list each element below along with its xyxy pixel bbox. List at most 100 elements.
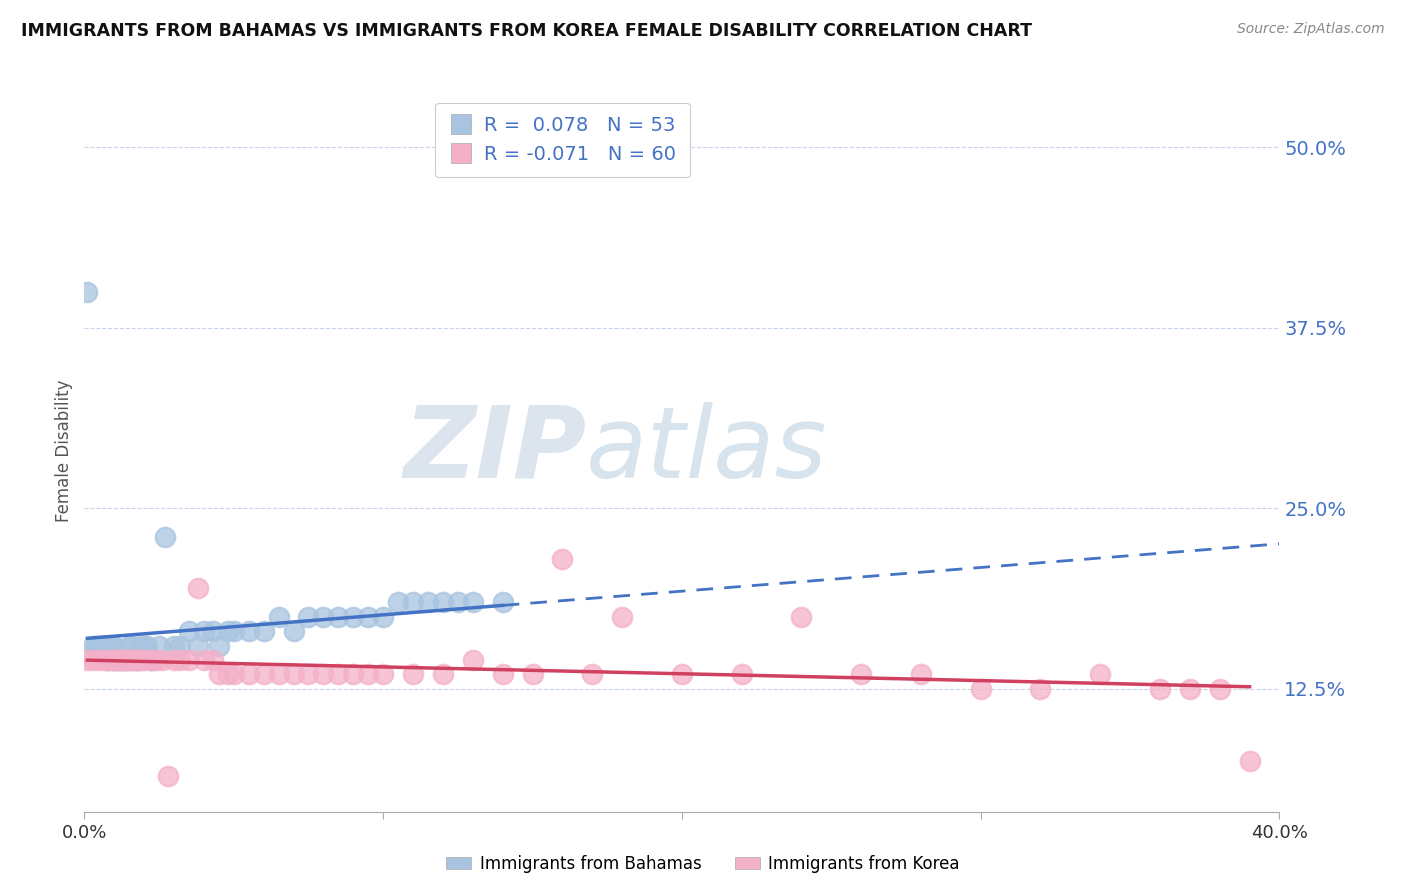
Point [115, 653, 138, 667]
Text: IMMIGRANTS FROM BAHAMAS VS IMMIGRANTS FROM KOREA FEMALE DISABILITY CORRELATION C: IMMIGRANTS FROM BAHAMAS VS IMMIGRANTS FR… [21, 22, 1032, 40]
Point [118, 653, 141, 667]
Point [1029, 681, 1052, 696]
Point [373, 609, 395, 624]
Point [267, 667, 290, 681]
Point [86, 639, 108, 653]
Point [238, 667, 260, 681]
Point [432, 595, 454, 609]
Point [193, 653, 215, 667]
Point [94, 653, 117, 667]
Point [312, 667, 335, 681]
Point [118, 653, 141, 667]
Point [790, 609, 813, 624]
Point [97, 653, 120, 667]
Point [342, 667, 364, 681]
Point [193, 624, 215, 639]
Point [357, 609, 380, 624]
Point [136, 639, 159, 653]
Point [671, 667, 693, 681]
Point [461, 653, 484, 667]
Point [201, 624, 224, 639]
Point [328, 667, 350, 681]
Point [373, 667, 395, 681]
Point [76, 653, 98, 667]
Point [187, 581, 209, 595]
Point [145, 653, 167, 667]
Point [297, 667, 319, 681]
Point [82, 639, 104, 653]
Point [127, 653, 149, 667]
Point [169, 639, 191, 653]
Point [581, 667, 603, 681]
Point [1209, 681, 1232, 696]
Point [222, 624, 245, 639]
Point [312, 609, 335, 624]
Point [100, 653, 122, 667]
Point [851, 667, 873, 681]
Point [103, 639, 125, 653]
Point [97, 639, 120, 653]
Point [118, 639, 141, 653]
Point [121, 653, 143, 667]
Point [132, 653, 156, 667]
Point [1149, 681, 1171, 696]
Point [970, 681, 993, 696]
Point [121, 639, 143, 653]
Point [1239, 754, 1261, 768]
Point [522, 667, 544, 681]
Point [387, 595, 409, 609]
Point [94, 639, 117, 653]
Point [402, 595, 425, 609]
Point [328, 609, 350, 624]
Point [129, 653, 152, 667]
Point [177, 653, 200, 667]
Point [208, 639, 231, 653]
Point [157, 769, 180, 783]
Point [208, 667, 231, 681]
Point [124, 653, 146, 667]
Point [163, 653, 186, 667]
Point [110, 653, 132, 667]
Point [357, 667, 380, 681]
Point [253, 624, 276, 639]
Point [731, 667, 754, 681]
Point [402, 667, 425, 681]
Point [129, 639, 152, 653]
Point [112, 653, 135, 667]
Point [551, 551, 574, 566]
Point [163, 639, 186, 653]
Legend: Immigrants from Bahamas, Immigrants from Korea: Immigrants from Bahamas, Immigrants from… [440, 848, 966, 880]
Point [132, 639, 156, 653]
Point [105, 653, 128, 667]
Point [169, 653, 191, 667]
Point [910, 667, 932, 681]
Point [447, 595, 470, 609]
Point [89, 639, 111, 653]
Point [267, 609, 290, 624]
Point [238, 624, 260, 639]
Point [76, 285, 98, 299]
Point [432, 667, 454, 681]
Point [461, 595, 484, 609]
Point [492, 595, 515, 609]
Point [342, 609, 364, 624]
Point [253, 667, 276, 681]
Point [217, 624, 239, 639]
Point [91, 639, 114, 653]
Point [187, 639, 209, 653]
Point [153, 530, 176, 544]
Point [177, 624, 200, 639]
Point [283, 667, 305, 681]
Point [492, 667, 515, 681]
Legend: R =  0.078   N = 53, R = -0.071   N = 60: R = 0.078 N = 53, R = -0.071 N = 60 [436, 103, 689, 178]
Text: Source: ZipAtlas.com: Source: ZipAtlas.com [1237, 22, 1385, 37]
Point [115, 653, 138, 667]
Point [89, 653, 111, 667]
Text: atlas: atlas [586, 402, 828, 499]
Point [150, 653, 173, 667]
Point [82, 653, 104, 667]
Point [110, 653, 132, 667]
Point [1090, 667, 1112, 681]
Point [112, 653, 135, 667]
Point [416, 595, 439, 609]
